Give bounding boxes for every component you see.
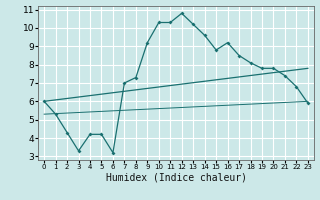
X-axis label: Humidex (Indice chaleur): Humidex (Indice chaleur) <box>106 173 246 183</box>
